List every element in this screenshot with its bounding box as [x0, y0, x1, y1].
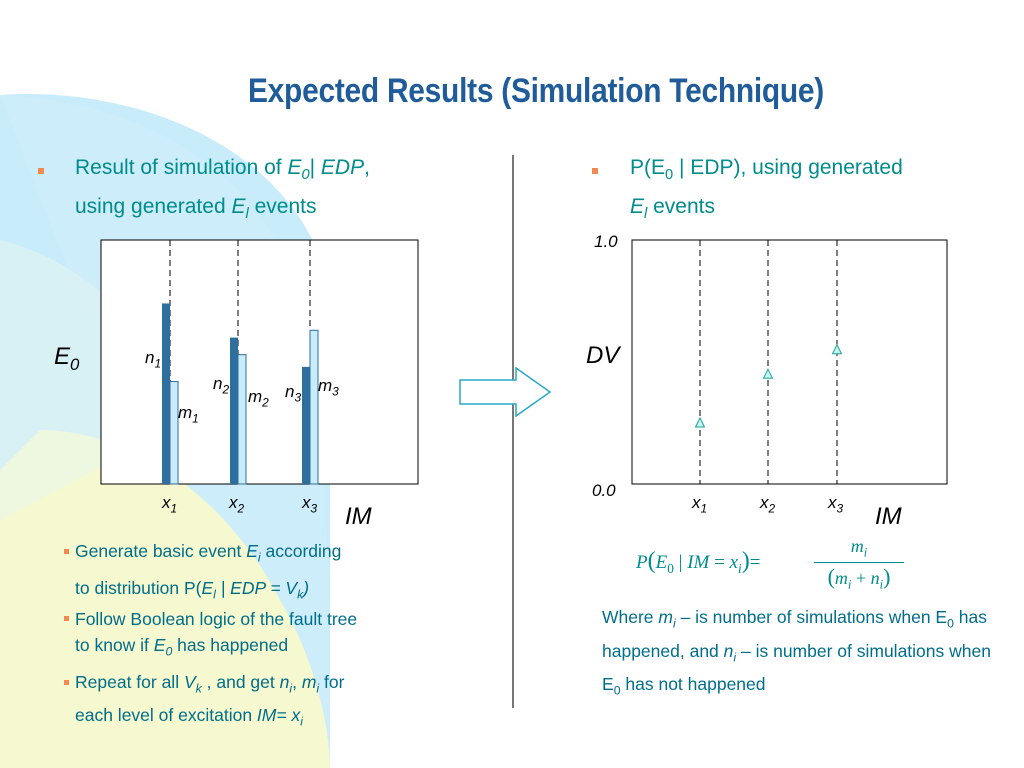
- right-y-bottom: 0.0: [592, 481, 616, 500]
- left-tick-x3: x3: [302, 493, 318, 516]
- right-tick-x1: x1: [692, 493, 708, 516]
- sub-bullet-boolean: Follow Boolean logic of the fault tree t…: [75, 609, 358, 659]
- scatter-point-2: [762, 368, 774, 379]
- bar-label-m1: m1: [178, 403, 199, 426]
- scatter-point-3: [831, 343, 843, 355]
- left-xlabel: IM: [345, 503, 372, 530]
- right-bullet-header: P(E0 | EDP), using generated El events: [630, 156, 903, 223]
- left-ylabel: E0: [54, 343, 80, 374]
- sub-bullet-marker: [64, 680, 69, 685]
- right-tick-x3: x3: [828, 493, 844, 516]
- right-tick-x2: x2: [760, 493, 776, 516]
- left-plot-frame: [100, 239, 419, 485]
- left-bullet-header: Result of simulation of E0| EDP, using g…: [75, 156, 370, 223]
- where-explanation: Where mi – is number of simulations when…: [602, 607, 991, 698]
- left-tick-x1: x1: [162, 493, 178, 516]
- sub-bullet-marker: [64, 616, 69, 621]
- left-tick-x2: x2: [229, 493, 245, 516]
- sub-bullet-generate: Generate basic event Ei according to dis…: [75, 541, 342, 601]
- bar-label-n1: n1: [145, 348, 162, 371]
- bar-n-3: [302, 366, 310, 484]
- scatter-point-1: [694, 416, 706, 428]
- bar-m-1: [169, 381, 179, 485]
- sub-bullet-marker: [64, 549, 69, 554]
- bar-n-2: [230, 337, 238, 484]
- right-ylabel: DV: [586, 342, 620, 369]
- right-y-top: 1.0: [594, 232, 618, 251]
- right-plot-frame: [631, 239, 948, 485]
- bar-n-1: [162, 303, 170, 484]
- bar-label-n3: n3: [285, 382, 302, 405]
- bar-m-3: [309, 329, 319, 485]
- bullet-marker: [38, 168, 44, 174]
- sub-bullet-repeat: Repeat for all Vk , and get ni, mi for e…: [75, 672, 345, 728]
- page-title: Expected Results (Simulation Technique): [247, 72, 825, 110]
- bar-label-n2: n2: [213, 374, 230, 397]
- bar-m-2: [237, 354, 247, 485]
- probability-formula: P(E0 | IM = xi)= mi (mi + ni): [636, 536, 906, 592]
- bullet-marker: [592, 168, 598, 174]
- right-arrow-icon: [459, 366, 552, 418]
- bar-label-m2: m2: [248, 387, 269, 410]
- bar-label-m3: m3: [318, 376, 339, 399]
- right-xlabel: IM: [875, 503, 902, 530]
- column-divider: [512, 155, 514, 708]
